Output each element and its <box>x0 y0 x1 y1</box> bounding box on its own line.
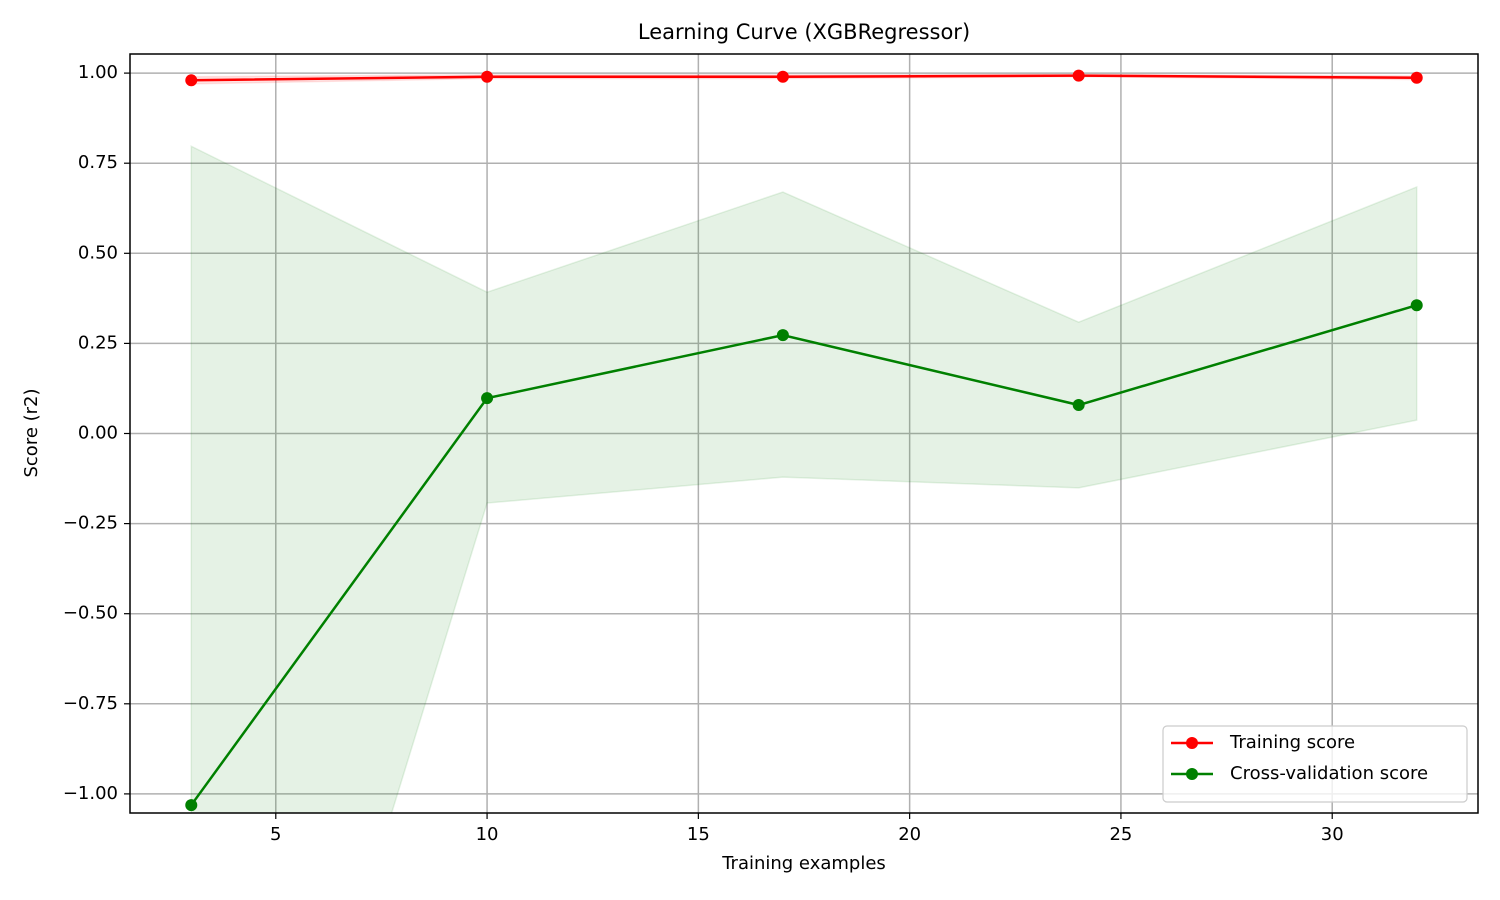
legend-marker <box>1186 768 1198 780</box>
y-tick-label: 0.00 <box>78 423 118 444</box>
legend-label: Cross-validation score <box>1230 763 1428 784</box>
data-point <box>1072 69 1085 82</box>
y-tick-label: −0.50 <box>63 603 118 624</box>
confidence-band <box>190 145 1418 813</box>
x-tick-label: 20 <box>898 824 921 845</box>
x-tick-label: 10 <box>476 824 499 845</box>
y-tick-label: 0.75 <box>78 152 118 173</box>
data-point <box>185 74 198 87</box>
chart-title: Learning Curve (XGBRegressor) <box>638 20 970 44</box>
plot-frame <box>129 53 1479 814</box>
y-tick-label: −0.25 <box>63 513 118 534</box>
data-point <box>776 70 789 83</box>
data-point <box>776 329 789 342</box>
data-point <box>1410 299 1423 312</box>
data-point <box>185 799 198 812</box>
legend-label: Training score <box>1229 732 1355 753</box>
x-axis-label: Training examples <box>721 853 886 874</box>
y-tick-label: 0.25 <box>78 332 118 353</box>
x-tick-label: 30 <box>1321 824 1344 845</box>
data-point <box>481 392 494 405</box>
x-tick-label: 25 <box>1109 824 1132 845</box>
y-tick-label: −0.75 <box>63 693 118 714</box>
y-tick-label: 1.00 <box>78 62 118 83</box>
data-point <box>481 70 494 83</box>
x-tick-label: 5 <box>270 824 281 845</box>
y-axis-label: Score (r2) <box>21 388 42 477</box>
x-tick-label: 15 <box>687 824 710 845</box>
y-tick-label: 0.50 <box>78 242 118 263</box>
data-point <box>1072 399 1085 412</box>
legend-marker <box>1186 737 1198 749</box>
data-point <box>1410 71 1423 84</box>
y-tick-label: −1.00 <box>63 783 118 804</box>
legend-box <box>1162 725 1468 803</box>
plot-area <box>185 69 1423 813</box>
